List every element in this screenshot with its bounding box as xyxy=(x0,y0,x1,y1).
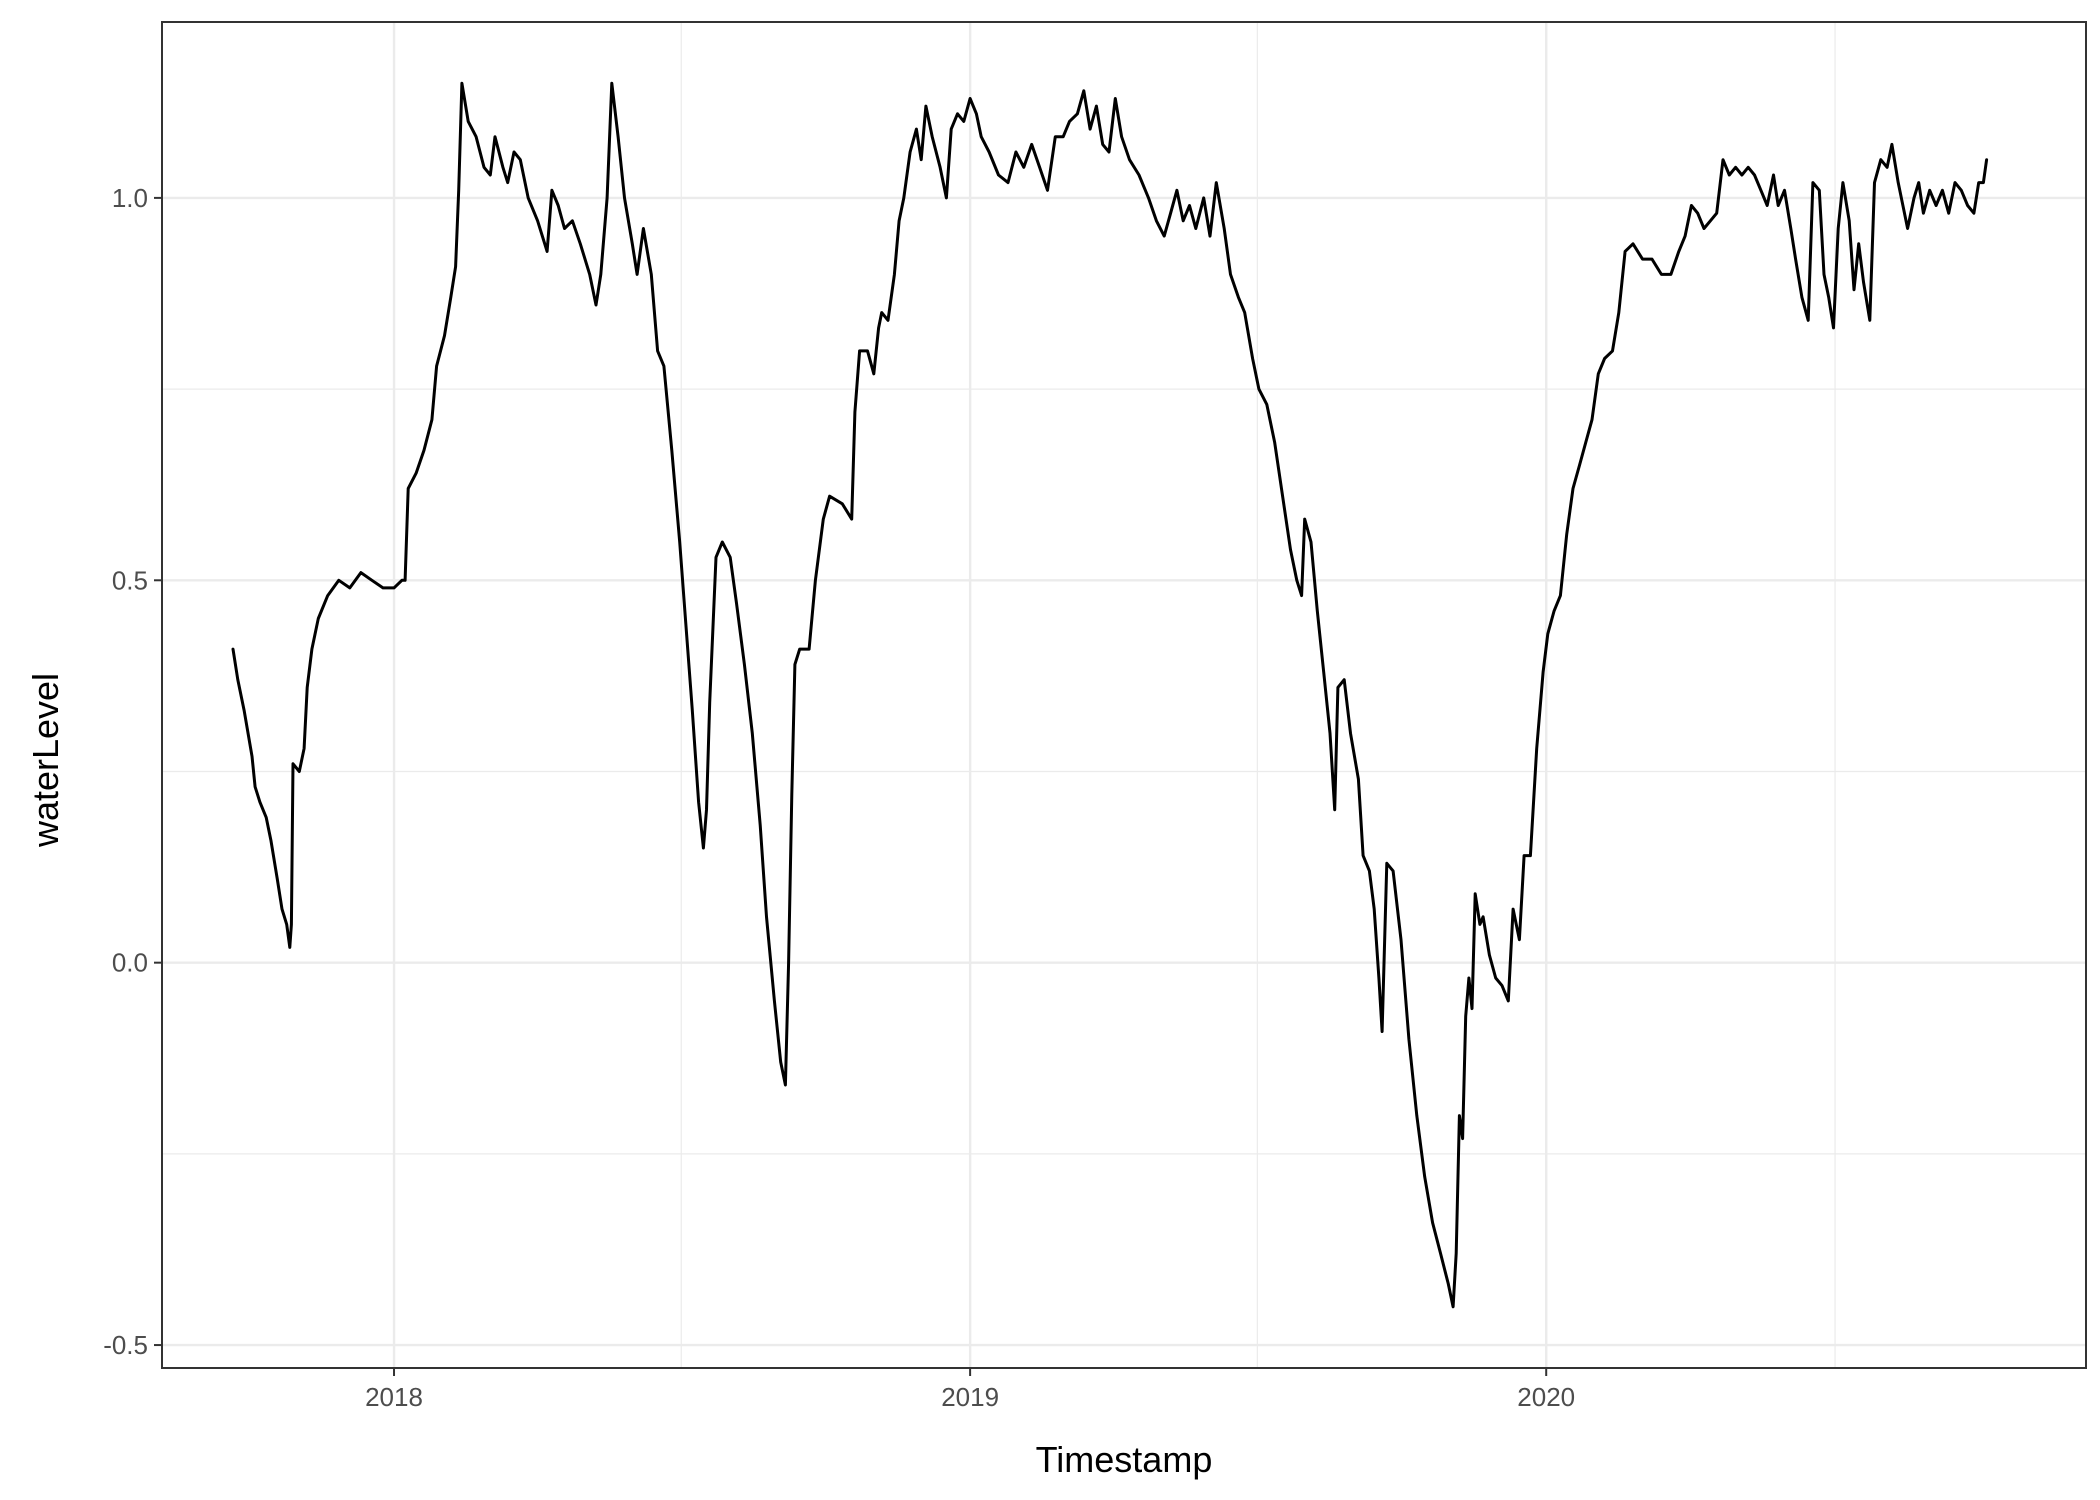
minor-gridlines xyxy=(162,22,2086,1368)
water-level-line xyxy=(231,81,1989,1309)
x-tick-label: 2018 xyxy=(365,1382,423,1412)
panel-border xyxy=(161,21,2087,1369)
x-tick-label: 2019 xyxy=(941,1382,999,1412)
y-tick-label: 1.0 xyxy=(112,183,148,213)
y-tick-label: 0.5 xyxy=(112,565,148,595)
x-tick-label: 2020 xyxy=(1517,1382,1575,1412)
y-tick-label: 0.0 xyxy=(112,948,148,978)
x-axis-ticks: 2018 2019 2020 xyxy=(365,1368,1575,1412)
y-tick-label: -0.5 xyxy=(103,1330,148,1360)
x-axis-title: Timestamp xyxy=(1036,1439,1213,1480)
y-axis-ticks: -0.5 0.0 0.5 1.0 xyxy=(103,183,162,1360)
y-axis-title: waterLevel xyxy=(25,673,66,848)
